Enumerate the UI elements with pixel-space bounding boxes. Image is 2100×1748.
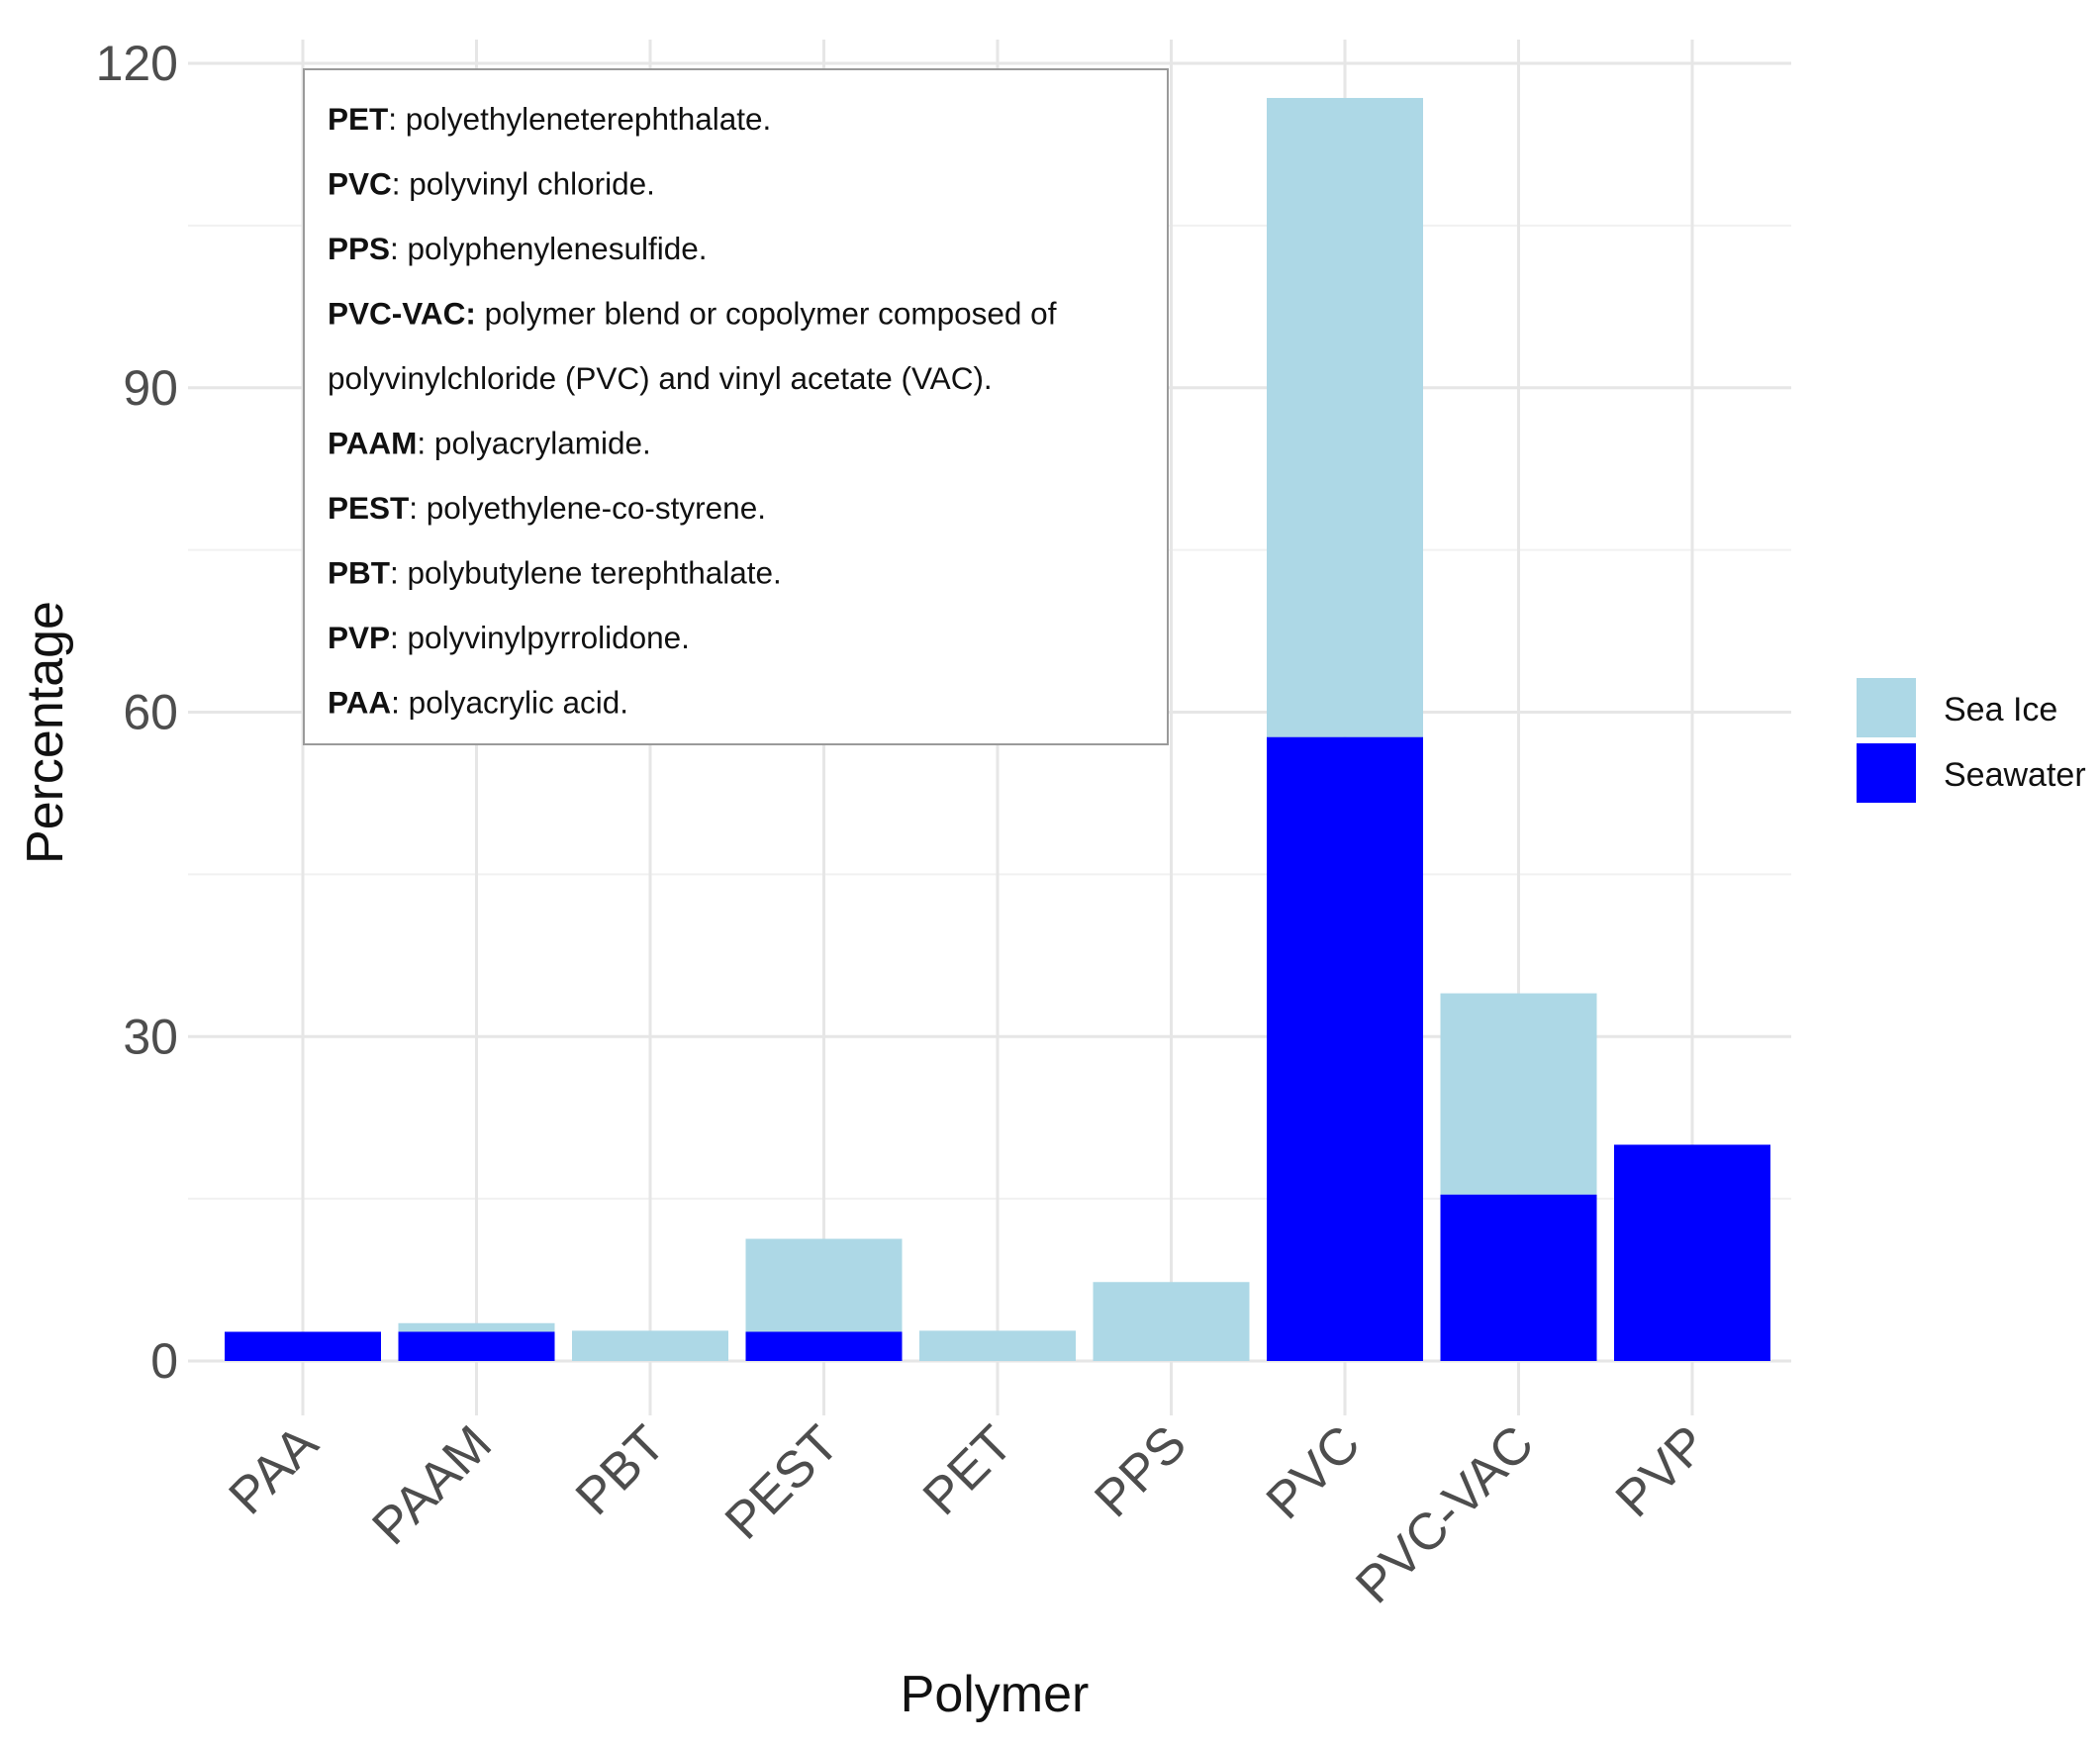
y-axis-label: Percentage — [17, 601, 74, 864]
bars-layer — [225, 97, 1770, 1361]
bar-sea-ice-pvc — [1267, 97, 1423, 737]
x-tick-label: PVP — [1605, 1414, 1719, 1528]
bar-seawater-pest — [745, 1331, 903, 1361]
legend: Sea Ice Seawater — [1857, 678, 2086, 803]
annotation-definition: : polyvinyl chloride. — [392, 166, 655, 202]
x-tick-label: PPS — [1084, 1414, 1197, 1528]
y-tick-label: 120 — [96, 36, 178, 91]
annotation-line: PVC: polyvinyl chloride. — [328, 166, 655, 202]
x-axis-label: Polymer — [901, 1666, 1090, 1723]
bar-sea-ice-pbt — [572, 1330, 728, 1361]
annotation-definition: : polyacrylamide. — [417, 426, 650, 461]
bar-seawater-paa — [225, 1331, 381, 1361]
x-tick-label: PAAM — [361, 1414, 502, 1555]
bar-seawater-pvc-vac — [1440, 1194, 1597, 1361]
annotation-line: PET: polyethyleneterephthalate. — [328, 101, 771, 137]
bar-sea-ice-paam — [398, 1322, 555, 1332]
y-tick-label: 30 — [123, 1009, 178, 1064]
annotation-definition: polymer blend or copolymer composed of — [476, 296, 1057, 332]
legend-label: Seawater — [1944, 756, 2086, 794]
annotation-line: PAAM: polyacrylamide. — [328, 426, 651, 461]
x-tick-label: PVC-VAC — [1345, 1414, 1545, 1614]
annotation-definition: : polyethyleneterephthalate. — [388, 101, 771, 137]
bar-sea-ice-pps — [1093, 1282, 1250, 1361]
bar-seawater-pvp — [1614, 1144, 1770, 1361]
annotation-box: PET: polyethyleneterephthalate.PVC: poly… — [303, 68, 1169, 745]
x-tick-label: PBT — [565, 1414, 677, 1526]
annotation-line: PAA: polyacrylic acid. — [328, 685, 628, 721]
bar-seawater-paam — [398, 1331, 555, 1361]
bar-seawater-pvc — [1267, 736, 1423, 1361]
annotation-line: PVP: polyvinylpyrrolidone. — [328, 620, 690, 655]
legend-label: Sea Ice — [1944, 691, 2057, 728]
annotation-line: PBT: polybutylene terephthalate. — [328, 555, 782, 591]
x-tick-label: PET — [912, 1414, 1024, 1526]
annotation-term: PVP — [328, 620, 390, 655]
annotation-term: PPS — [328, 231, 390, 266]
annotation-definition: : polyethylene-co-styrene. — [409, 490, 766, 526]
annotation-term: PET — [328, 101, 388, 137]
annotation-term: PEST — [328, 490, 409, 526]
bar-sea-ice-pvc-vac — [1440, 993, 1597, 1195]
annotation-line: PPS: polyphenylenesulfide. — [328, 231, 708, 266]
x-tick-label: PEST — [715, 1414, 850, 1550]
bar-sea-ice-pet — [919, 1330, 1076, 1361]
annotation-definition: : polyvinylpyrrolidone. — [390, 620, 690, 655]
annotation-definition: : polyphenylenesulfide. — [390, 231, 707, 266]
annotation-line: polyvinylchloride (PVC) and vinyl acetat… — [328, 360, 993, 396]
annotation-term: PBT — [328, 555, 390, 591]
annotation-frame — [303, 68, 1169, 745]
x-tick-label: PVC — [1256, 1414, 1372, 1530]
annotation-term: PAAM — [328, 426, 417, 461]
annotation-line: PEST: polyethylene-co-styrene. — [328, 490, 766, 526]
annotation-term: PVC-VAC: — [328, 296, 476, 332]
annotation-definition: : polyacrylic acid. — [391, 685, 628, 721]
legend-swatch-sea-ice — [1857, 678, 1916, 737]
annotation-definition: : polybutylene terephthalate. — [390, 555, 782, 591]
annotation-definition: polyvinylchloride (PVC) and vinyl acetat… — [328, 360, 993, 396]
y-tick-label: 60 — [123, 685, 178, 740]
legend-swatch-seawater — [1857, 743, 1916, 803]
y-tick-label: 0 — [150, 1333, 178, 1389]
annotation-term: PAA — [328, 685, 391, 721]
bar-sea-ice-pest — [745, 1238, 903, 1332]
x-tick-label: PAA — [219, 1414, 330, 1525]
annotation-line: PVC-VAC: polymer blend or copolymer comp… — [328, 296, 1057, 332]
y-tick-label: 90 — [123, 360, 178, 416]
y-axis: 0 30 60 90 120 — [96, 36, 178, 1389]
annotation-term: PVC — [328, 166, 392, 202]
